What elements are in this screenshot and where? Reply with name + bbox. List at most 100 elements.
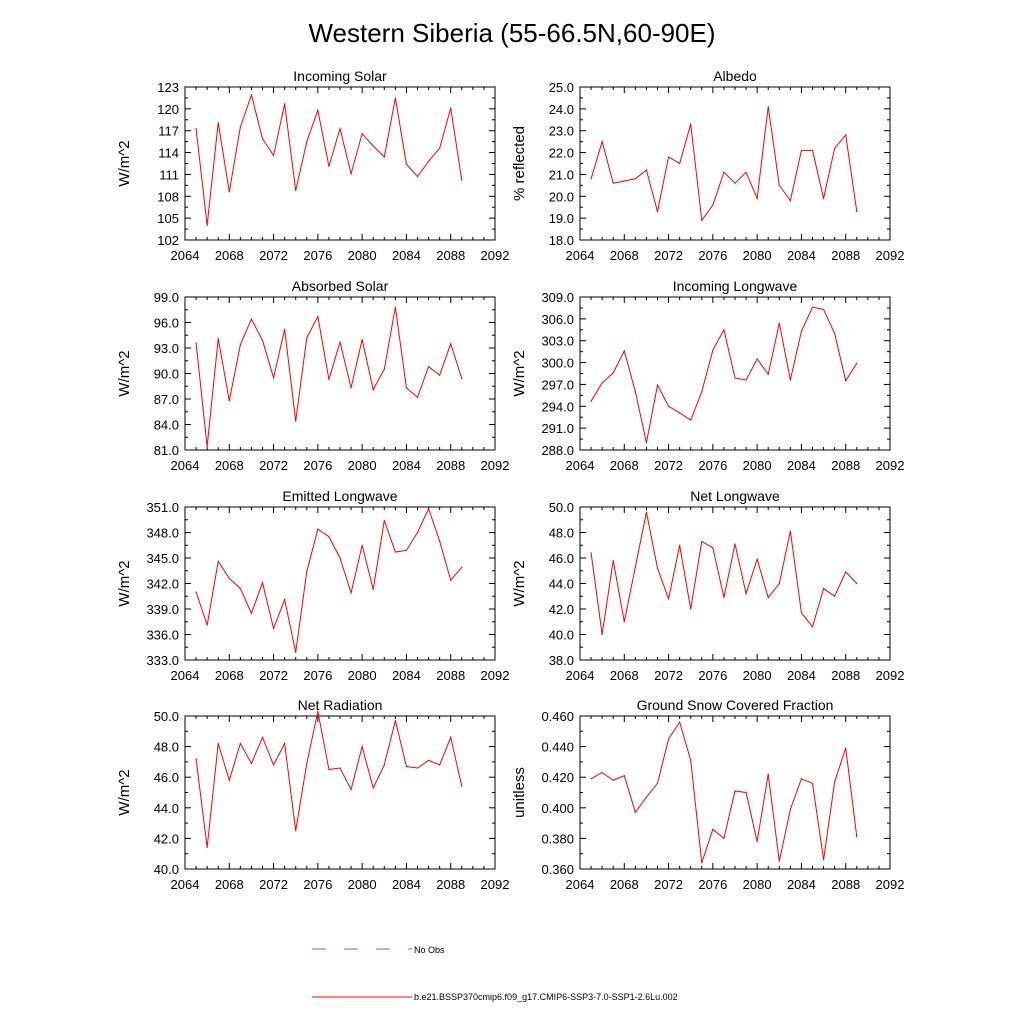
x-tick-label: 2088: [436, 877, 465, 892]
data-point: [195, 342, 197, 344]
y-tick-label: 38.0: [549, 653, 574, 668]
x-tick-label: 2092: [876, 248, 905, 263]
x-tick-label: 2072: [259, 877, 288, 892]
data-point: [856, 362, 858, 364]
data-point: [261, 138, 264, 140]
data-point: [439, 147, 441, 149]
data-point: [856, 836, 858, 838]
data-point: [856, 210, 858, 213]
data-point: [789, 200, 791, 202]
y-tick-label: 306.0: [541, 312, 574, 327]
data-point: [339, 341, 341, 343]
x-tick-label: 2076: [698, 458, 727, 473]
data-point: [427, 508, 430, 510]
y-tick-label: 336.0: [146, 628, 179, 643]
data-point: [701, 540, 703, 543]
x-tick-label: 2084: [392, 877, 421, 892]
x-tick-label: 2092: [481, 458, 510, 473]
y-axis-label: unitless: [511, 767, 528, 818]
x-tick-label: 2064: [566, 458, 595, 473]
data-point: [461, 566, 463, 568]
data-point: [339, 127, 341, 130]
data-point: [405, 549, 408, 551]
data-point: [734, 182, 736, 184]
legend-obs-label: No Obs: [414, 945, 445, 955]
x-tick-label: 2084: [392, 248, 421, 263]
x-tick-label: 2084: [787, 877, 816, 892]
data-point: [372, 145, 374, 147]
data-point: [845, 134, 847, 136]
data-point: [416, 767, 419, 769]
x-tick-label: 2080: [348, 877, 377, 892]
y-tick-label: 339.0: [146, 602, 179, 617]
x-tick-label: 2076: [303, 248, 332, 263]
x-tick-label: 2076: [303, 877, 332, 892]
panel-3: Incoming Longwave W/m^2 2064 2068 2072 2076 20…: [511, 278, 904, 473]
data-point: [339, 557, 341, 559]
data-point: [623, 350, 625, 352]
data-point: [800, 778, 803, 780]
y-tick-label: 120: [157, 102, 179, 117]
x-tick-label: 2072: [259, 458, 288, 473]
data-point: [679, 162, 681, 165]
data-point: [217, 560, 219, 563]
data-point: [701, 219, 703, 221]
data-point: [350, 173, 352, 175]
y-tick-label: 50.0: [549, 500, 574, 515]
x-tick-label: 2068: [610, 668, 639, 683]
data-point: [601, 141, 603, 143]
y-tick-label: 351.0: [146, 500, 179, 515]
x-tick-label: 2080: [743, 458, 772, 473]
y-tick-label: 303.0: [541, 334, 574, 349]
data-point: [195, 758, 197, 760]
data-point: [811, 149, 814, 151]
data-point: [383, 368, 385, 370]
x-tick-label: 2068: [610, 877, 639, 892]
x-tick-label: 2092: [876, 668, 905, 683]
data-point: [284, 328, 286, 330]
x-tick-label: 2076: [698, 248, 727, 263]
data-point: [723, 596, 725, 599]
data-point: [756, 358, 758, 360]
data-point: [745, 791, 747, 794]
panel-title: Incoming Solar: [293, 68, 387, 84]
y-tick-label: 123: [157, 80, 179, 95]
data-point: [645, 442, 648, 444]
x-tick-label: 2088: [831, 668, 860, 683]
data-point: [590, 178, 592, 180]
data-point: [328, 165, 330, 168]
y-tick-label: 0.400: [541, 801, 574, 816]
data-point: [439, 764, 441, 766]
y-tick-label: 300.0: [541, 356, 574, 371]
x-tick-label: 2084: [787, 668, 816, 683]
data-point: [789, 530, 791, 532]
data-point: [845, 380, 847, 382]
data-point: [394, 97, 396, 99]
x-tick-label: 2076: [698, 668, 727, 683]
panel-4: Emitted Longwave W/m^2 2064 2068 2072 2076 208…: [116, 488, 509, 683]
y-tick-label: 46.0: [154, 770, 179, 785]
data-point: [811, 306, 814, 308]
data-point: [372, 787, 374, 789]
y-tick-label: 0.420: [541, 770, 574, 785]
data-point: [416, 176, 419, 178]
x-tick-label: 2068: [215, 668, 244, 683]
data-point: [612, 559, 614, 562]
data-point: [228, 400, 230, 402]
data-point: [756, 558, 758, 560]
data-point: [834, 147, 836, 149]
y-tick-label: 297.0: [541, 377, 574, 392]
data-point: [217, 338, 219, 340]
x-tick-label: 2092: [481, 877, 510, 892]
data-point: [250, 318, 253, 320]
data-point: [811, 782, 814, 784]
data-point: [734, 377, 736, 379]
y-tick-label: 40.0: [549, 628, 574, 643]
data-point: [712, 547, 714, 549]
data-point: [601, 772, 603, 774]
data-point: [856, 582, 858, 585]
x-tick-label: 2064: [566, 248, 595, 263]
panel-6: Net Radiation W/m^2 2064 2068 2072 2076 2080 20…: [116, 697, 509, 892]
legend: No Obs b.e21.BSSP370cmip6.f09_g17.CMIP6-…: [312, 945, 678, 1002]
x-tick-label: 2088: [436, 248, 465, 263]
